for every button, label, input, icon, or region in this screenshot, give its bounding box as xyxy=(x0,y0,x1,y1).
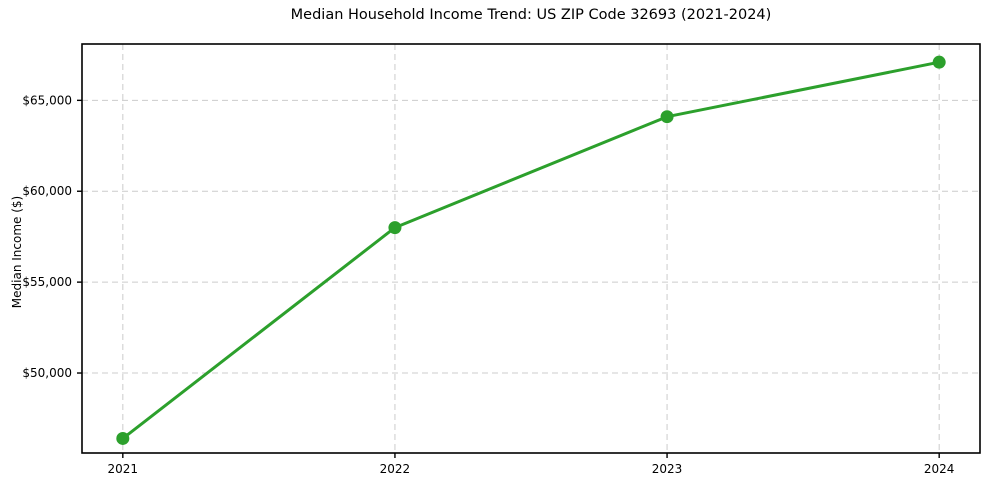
y-tick-label: $50,000 xyxy=(22,366,72,380)
plot-border xyxy=(81,43,981,454)
data-line xyxy=(121,60,941,440)
x-tick-label: 2021 xyxy=(108,462,139,476)
x-tick-label: 2024 xyxy=(924,462,955,476)
y-tick-label: $55,000 xyxy=(22,275,72,289)
data-point-marker xyxy=(116,431,130,445)
data-point-marker xyxy=(932,55,946,69)
data-point-marker xyxy=(660,110,674,124)
chart-title: Median Household Income Trend: US ZIP Co… xyxy=(290,7,772,23)
x-tick-label: 2023 xyxy=(652,462,683,476)
y-tick-label: $65,000 xyxy=(22,93,72,107)
x-tick-label: 2022 xyxy=(380,462,411,476)
y-tick-label: $60,000 xyxy=(22,184,72,198)
data-point-marker xyxy=(388,221,402,235)
